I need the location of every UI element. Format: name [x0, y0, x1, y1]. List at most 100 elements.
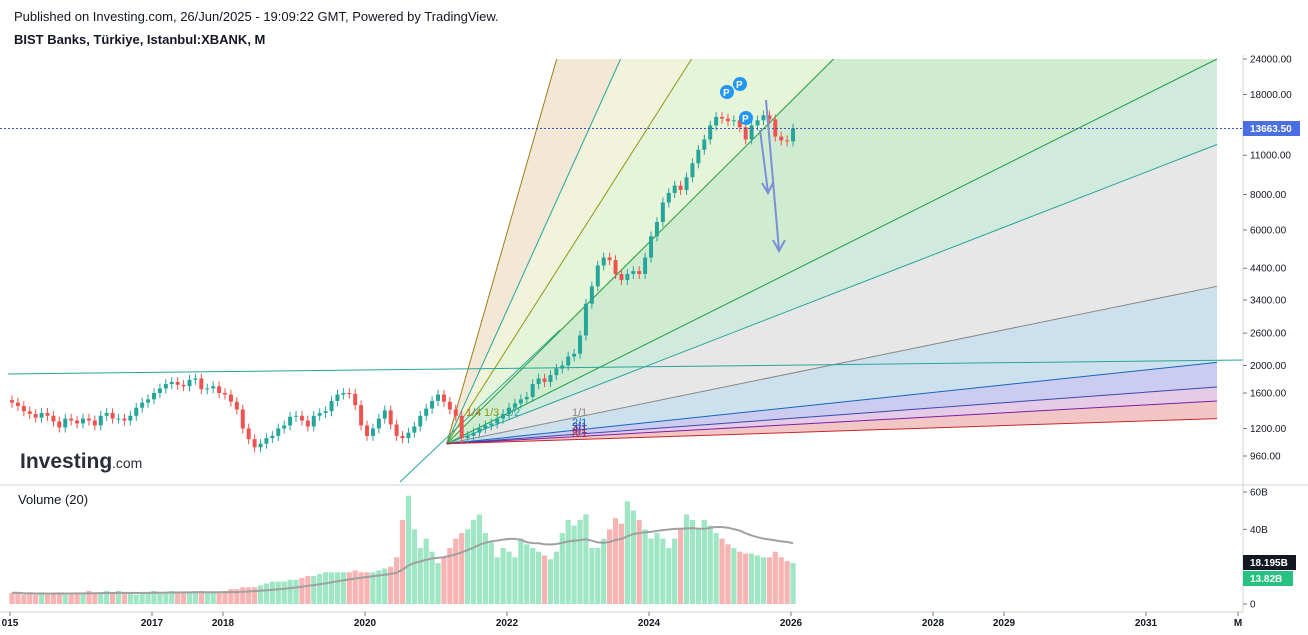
volume-bar[interactable] — [334, 572, 341, 604]
volume-bar[interactable] — [216, 592, 222, 604]
candle-body[interactable] — [507, 407, 512, 414]
candle-body[interactable] — [731, 120, 736, 122]
volume-bar[interactable] — [725, 544, 731, 604]
volume-bar[interactable] — [405, 495, 412, 604]
volume-bar[interactable] — [654, 533, 660, 604]
volume-bar[interactable] — [21, 594, 27, 604]
candle-body[interactable] — [394, 424, 399, 436]
volume-bar[interactable] — [695, 529, 701, 604]
candle-body[interactable] — [134, 407, 139, 416]
volume-bar[interactable] — [15, 592, 21, 604]
candle-body[interactable] — [75, 420, 80, 424]
candle-body[interactable] — [678, 185, 683, 190]
candle-body[interactable] — [122, 418, 127, 421]
volume-bar[interactable] — [719, 538, 725, 604]
candle-body[interactable] — [690, 163, 695, 178]
volume-bar[interactable] — [246, 587, 252, 604]
pivot-marker[interactable] — [733, 77, 747, 91]
candle-body[interactable] — [276, 428, 281, 436]
candle-body[interactable] — [217, 386, 222, 393]
fan-line[interactable] — [446, 361, 1218, 445]
volume-bar[interactable] — [417, 548, 423, 604]
candle-body[interactable] — [518, 399, 523, 404]
candle-body[interactable] — [228, 394, 233, 402]
volume-bar[interactable] — [346, 572, 352, 604]
fan-line[interactable] — [446, 386, 1218, 445]
candle-body[interactable] — [98, 415, 103, 426]
volume-bar[interactable] — [44, 594, 51, 604]
candle-body[interactable] — [252, 439, 257, 448]
candle-body[interactable] — [146, 399, 151, 403]
volume-bar[interactable] — [488, 542, 494, 604]
volume-bar[interactable] — [382, 568, 388, 604]
candle-body[interactable] — [92, 420, 97, 426]
volume-bar[interactable] — [151, 590, 157, 604]
candle-body[interactable] — [240, 409, 245, 429]
volume-bar[interactable] — [583, 514, 589, 604]
volume-bar[interactable] — [228, 589, 234, 604]
candle-body[interactable] — [341, 392, 346, 395]
volume-bar[interactable] — [624, 501, 630, 604]
volume-bar[interactable] — [541, 555, 548, 604]
volume-bar[interactable] — [127, 592, 133, 604]
volume-bar[interactable] — [429, 551, 435, 604]
candle-body[interactable] — [45, 413, 50, 416]
candle-body[interactable] — [294, 415, 299, 417]
volume-bar[interactable] — [163, 592, 169, 604]
volume-bar[interactable] — [524, 544, 530, 604]
volume-bar[interactable] — [423, 538, 429, 604]
candle-body[interactable] — [193, 378, 198, 380]
candle-body[interactable] — [595, 265, 600, 287]
volume-bar[interactable] — [175, 592, 181, 604]
candle-body[interactable] — [317, 413, 322, 416]
candle-body[interactable] — [572, 353, 577, 357]
candle-body[interactable] — [335, 394, 340, 401]
candle-body[interactable] — [512, 403, 517, 408]
candle-body[interactable] — [637, 271, 642, 274]
volume-bar[interactable] — [601, 538, 607, 604]
candle-body[interactable] — [39, 413, 44, 418]
candle-body[interactable] — [258, 443, 263, 448]
fan-line[interactable] — [446, 58, 558, 444]
candle-body[interactable] — [388, 410, 393, 425]
candle-body[interactable] — [566, 356, 571, 366]
candle-body[interactable] — [270, 435, 275, 439]
volume-bar[interactable] — [571, 525, 577, 604]
volume-bar[interactable] — [394, 557, 400, 604]
volume-bar[interactable] — [453, 538, 459, 604]
volume-bar[interactable] — [553, 551, 559, 604]
volume-bar[interactable] — [257, 585, 264, 604]
volume-bar[interactable] — [660, 538, 666, 604]
candle-body[interactable] — [116, 418, 121, 420]
candle-body[interactable] — [761, 115, 766, 121]
volume-bar[interactable] — [672, 538, 678, 604]
candle-body[interactable] — [51, 415, 56, 422]
volume-bar[interactable] — [263, 583, 270, 604]
candle-body[interactable] — [199, 378, 204, 390]
candle-body[interactable] — [57, 421, 62, 428]
volume-bar[interactable] — [364, 572, 370, 604]
candle-body[interactable] — [477, 428, 482, 433]
candle-body[interactable] — [607, 257, 612, 261]
candle-body[interactable] — [548, 375, 553, 382]
volume-bar[interactable] — [299, 577, 305, 604]
volume-bar[interactable] — [536, 551, 542, 604]
candle-body[interactable] — [471, 432, 476, 436]
volume-bar[interactable] — [470, 520, 477, 604]
candle-body[interactable] — [246, 428, 251, 440]
candle-body[interactable] — [743, 127, 748, 140]
candle-body[interactable] — [702, 139, 707, 150]
candle-body[interactable] — [554, 368, 559, 376]
candle-body[interactable] — [299, 415, 304, 421]
candle-body[interactable] — [649, 236, 654, 258]
volume-bar[interactable] — [612, 518, 619, 604]
candle-body[interactable] — [791, 128, 796, 142]
candle-body[interactable] — [749, 125, 754, 140]
volume-bar[interactable] — [186, 592, 193, 604]
volume-bar[interactable] — [459, 533, 465, 604]
candle-body[interactable] — [684, 177, 689, 190]
volume-bar[interactable] — [269, 581, 275, 604]
candle-body[interactable] — [465, 435, 470, 439]
volume-bar[interactable] — [743, 553, 749, 604]
candle-body[interactable] — [311, 415, 316, 427]
